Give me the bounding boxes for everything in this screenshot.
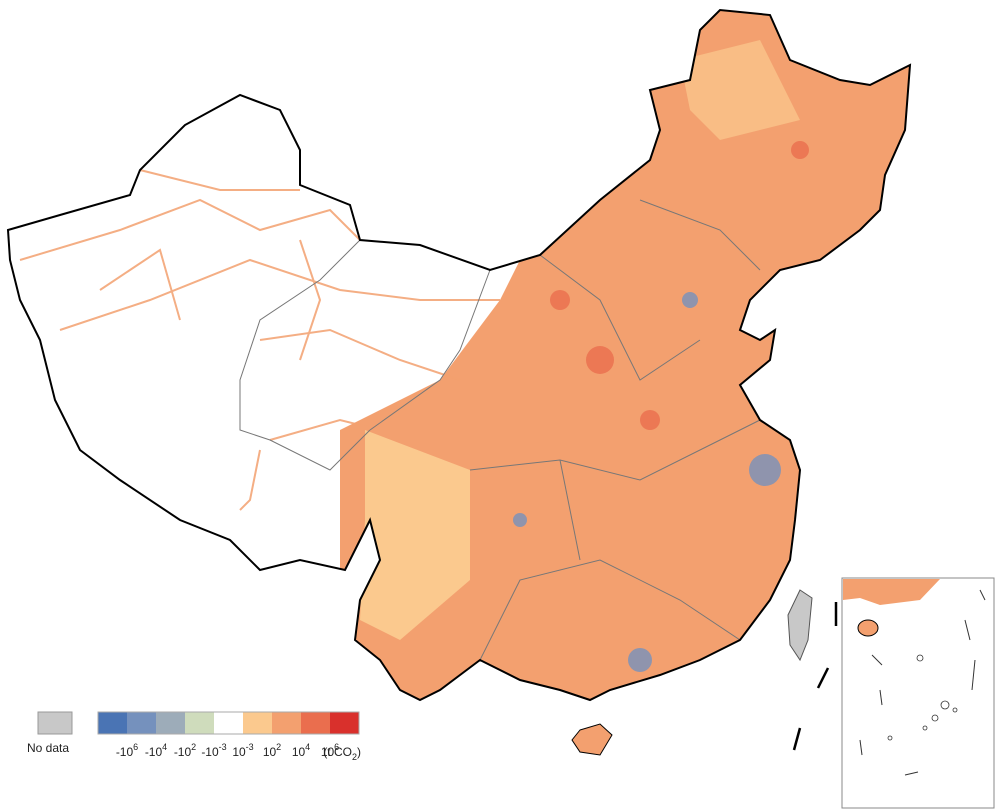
- legend-swatch: [98, 712, 127, 734]
- legend-swatch: [272, 712, 301, 734]
- no-data-swatch: [37, 711, 73, 735]
- tick-base: 10: [321, 745, 335, 759]
- legend-tick-label: 102: [263, 742, 281, 759]
- unit-prefix: (t CO: [323, 745, 352, 759]
- legend-tick-label: -106: [116, 742, 138, 759]
- legend-swatch: [301, 712, 330, 734]
- tick-base: -10: [116, 745, 134, 759]
- legend-tick-label: -104: [145, 742, 167, 759]
- legend: No data -106 -104 -102 -10-3 10-3 102 104 106(t …: [27, 711, 361, 762]
- tick-exponent: -3: [246, 742, 254, 752]
- legend-swatch: [156, 712, 185, 734]
- tick-base: 10: [263, 745, 277, 759]
- legend-swatch: [127, 712, 156, 734]
- legend-unit: (t CO2): [323, 745, 361, 762]
- tick-base: -10: [174, 745, 192, 759]
- legend-swatch: [214, 712, 243, 734]
- inset: [841, 577, 995, 809]
- legend-tick-label: 10-3: [232, 742, 253, 759]
- legend-tick-label: 104: [292, 742, 310, 759]
- legend-frame: [97, 711, 360, 735]
- tick-exponent: 6: [133, 742, 138, 752]
- legend-swatch: [330, 712, 359, 734]
- legend-tick-label: 106: [321, 742, 339, 759]
- tick-exponent: 2: [191, 742, 196, 752]
- legend-tick-label: -102: [174, 742, 196, 759]
- hainan: [571, 723, 613, 756]
- no-data-label: No data: [27, 741, 69, 755]
- tick-base: 10: [292, 745, 306, 759]
- unit-suffix: ): [357, 745, 361, 759]
- tick-base: 10: [232, 745, 246, 759]
- taiwan: [787, 589, 813, 662]
- tick-exponent: -3: [219, 742, 227, 752]
- tick-exponent: 2: [276, 742, 281, 752]
- tick-exponent: 4: [305, 742, 310, 752]
- tick-exponent: 4: [162, 742, 167, 752]
- unit-subscript: 2: [352, 752, 357, 762]
- tick-base: -10: [145, 745, 163, 759]
- legend-swatch: [185, 712, 214, 734]
- tick-base: -10: [201, 745, 219, 759]
- legend-swatch: [243, 712, 272, 734]
- tick-exponent: 6: [334, 742, 339, 752]
- legend-tick-label: -10-3: [201, 742, 226, 759]
